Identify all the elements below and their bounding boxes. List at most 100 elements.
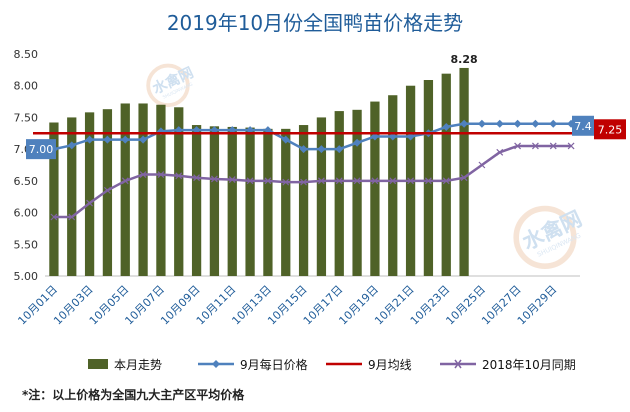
point-marker [460,174,468,182]
point-marker [335,177,343,185]
watermark-ring [513,205,577,269]
bar [102,109,113,276]
y-tick-label: 8.50 [14,48,39,61]
y-tick-label: 6.50 [14,175,39,188]
bar [388,95,398,276]
footnote: *注：以上价格为全国九大主产区平均价格 [22,388,245,402]
legend-item-september-average: 9月均线 [326,354,412,374]
point-marker [246,177,254,185]
x-tick-label: 10月29日 [515,283,560,328]
bar [84,112,95,277]
point-marker [389,177,397,185]
point-marker [317,145,326,154]
point-marker [442,177,450,185]
point-marker [139,171,147,178]
point-marker [157,171,165,178]
point-marker [139,135,148,144]
watermark-ring [146,63,190,108]
bar [441,73,451,276]
point-marker [531,119,540,128]
point-marker [103,135,112,144]
bar [67,117,77,276]
legend-label: 9月每日价格 [240,357,308,372]
point-marker [264,177,272,185]
data-labels: 7.00 7.4 7.25 8.28 [26,53,626,160]
point-marker [175,172,183,180]
bar [138,103,148,276]
bar [423,80,434,277]
data-label: 7.4 [574,120,592,133]
point-marker [103,186,111,194]
point-marker [478,161,486,169]
data-label: 7.00 [29,143,54,156]
bar-series [49,67,469,277]
bar [49,122,59,276]
point-marker [281,135,290,144]
bar [227,126,237,276]
point-marker [282,178,290,186]
point-marker [228,176,236,184]
point-marker [86,199,94,207]
data-label-peak: 8.28 [451,53,478,66]
legend: 本月走势 9月每日价格 9月均线 2018年10月同期 [88,354,628,374]
legend-swatch-diamond-line [198,360,234,368]
point-marker [442,122,451,131]
point-marker [68,213,76,221]
legend-swatch-line [326,362,362,366]
bar [156,104,166,276]
legend-label: 本月走势 [114,357,163,372]
point-marker [477,119,486,128]
point-marker [371,177,379,185]
point-marker [335,145,344,154]
y-tick-label: 8.00 [14,80,39,93]
legend-item-current: 本月走势 [88,354,162,374]
point-marker [210,175,218,183]
data-label-box [594,119,626,140]
point-marker [495,119,504,128]
bar [281,128,291,276]
data-label-box [572,115,594,136]
chart-title: 2019年10月份全国鸭苗价格走势 [167,11,463,35]
y-tick-label: 6.00 [14,207,39,220]
point-marker [549,142,557,150]
point-marker [567,142,575,150]
point-marker [299,145,308,154]
bar [370,101,380,276]
data-label-box [26,139,56,160]
data-label: 7.25 [598,123,623,136]
y-axis: 5.005.506.006.507.007.508.008.50 [14,48,39,283]
point-marker [193,174,201,182]
point-marker [531,142,539,150]
legend-label: 2018年10月同期 [482,357,576,372]
point-marker [353,177,361,185]
point-marker [407,177,415,185]
point-marker [513,119,522,128]
point-marker [424,177,432,185]
legend-swatch-bar [88,359,108,369]
bar [298,125,309,276]
point-marker [317,177,325,185]
point-marker [85,135,94,144]
bar [209,126,220,277]
point-marker [353,138,362,147]
bar [245,127,255,276]
legend-item-2018-october: 2018年10月同期 [440,354,576,374]
point-marker [496,148,504,156]
legend-swatch-x-line [440,359,476,369]
point-marker [460,119,469,128]
point-marker [50,213,58,221]
bar [316,117,327,276]
series-line [53,144,572,219]
y-tick-label: 5.50 [14,238,39,251]
bar [459,67,469,276]
legend-item-september-daily: 9月每日价格 [198,354,308,374]
point-marker [300,178,308,186]
y-tick-label: 5.00 [14,270,39,283]
bar [334,111,344,276]
line-series [33,119,588,221]
point-marker [549,119,558,128]
point-marker [67,141,76,150]
bar [191,125,202,276]
